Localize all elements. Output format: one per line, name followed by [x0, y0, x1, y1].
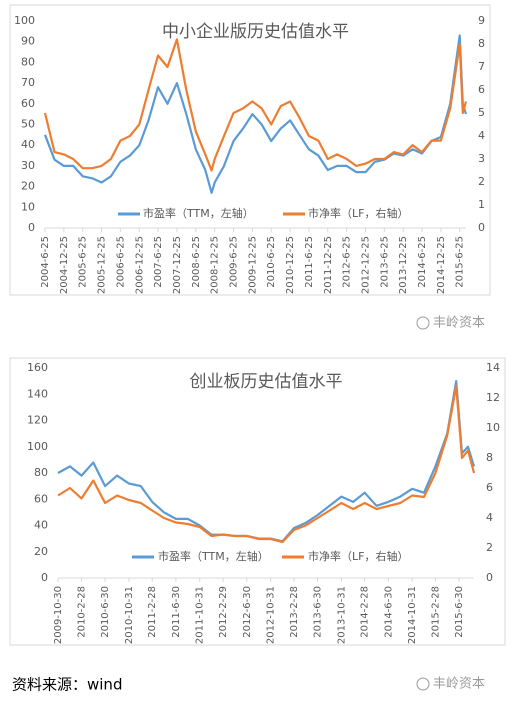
y2-tick-label: 8 [486, 451, 493, 464]
y-tick-label: 140 [27, 387, 48, 400]
x-tick-label: 2011-6-25 [304, 236, 315, 288]
x-tick-label: 2013-6-30 [313, 586, 324, 638]
watermark: 丰岭资本 [433, 316, 485, 331]
y2-tick-label: 6 [486, 481, 493, 494]
x-tick-label: 2010-2-28 [76, 586, 87, 638]
x-tick-label: 2007-12-25 [172, 236, 183, 294]
y-tick-label: 100 [14, 14, 35, 27]
y2-tick-label: 10 [486, 421, 500, 434]
y2-tick-label: 4 [486, 511, 493, 524]
x-tick-label: 2015-6-30 [454, 586, 465, 638]
y-tick-label: 160 [27, 361, 48, 374]
y-tick-label: 120 [27, 414, 48, 427]
chart-title: 中小企业版历史估值水平 [162, 22, 349, 42]
x-tick-label: 2014-6-30 [383, 586, 394, 638]
y-tick-label: 0 [41, 571, 48, 584]
source-note: 资料来源：wind [12, 676, 122, 694]
x-tick-label: 2013-2-28 [289, 586, 300, 638]
y-tick-label: 10 [21, 200, 35, 213]
x-tick-label: 2005-6-25 [78, 236, 89, 288]
x-tick-label: 2009-10-30 [53, 586, 64, 644]
y-tick-label: 40 [21, 138, 35, 151]
series-line [43, 34, 468, 194]
x-tick-label: 2004-6-25 [40, 236, 51, 288]
x-tick-label: 2014-6-25 [417, 236, 428, 288]
x-tick-label: 2011-10-31 [195, 586, 206, 644]
x-tick-label: 2012-12-25 [361, 236, 372, 294]
y-tick-label: 90 [21, 35, 35, 48]
y2-tick-label: 6 [478, 83, 485, 96]
x-tick-label: 2008-6-25 [191, 236, 202, 288]
x-tick-label: 2004-12-25 [59, 236, 70, 294]
y-tick-label: 30 [21, 159, 35, 172]
y-tick-label: 60 [34, 492, 48, 505]
y2-tick-label: 5 [478, 106, 485, 119]
y2-tick-label: 12 [486, 391, 500, 404]
y-tick-label: 50 [21, 118, 35, 131]
y2-tick-label: 0 [486, 571, 493, 584]
x-tick-label: 2009-6-25 [229, 236, 240, 288]
y2-tick-label: 2 [478, 175, 485, 188]
x-tick-label: 2009-12-25 [247, 236, 258, 294]
x-tick-label: 2005-12-25 [97, 236, 108, 294]
x-tick-label: 2013-12-25 [398, 236, 409, 294]
y-tick-label: 70 [21, 76, 35, 89]
y2-tick-label: 8 [478, 37, 485, 50]
y2-tick-label: 7 [478, 60, 485, 73]
series-line [57, 380, 476, 543]
x-tick-label: 2015-6-25 [455, 236, 466, 288]
y-tick-label: 20 [34, 545, 48, 558]
y2-tick-label: 2 [486, 541, 493, 554]
watermark-icon [416, 316, 430, 330]
legend-label: 市盈率（TTM，左轴） [143, 206, 254, 220]
chart-frame [9, 357, 506, 646]
chart-frame [9, 4, 491, 296]
x-tick-label: 2008-12-25 [210, 236, 221, 294]
chart-title: 创业板历史估值水平 [190, 372, 343, 392]
y2-tick-label: 1 [478, 198, 485, 211]
watermark: 丰岭资本 [433, 677, 485, 692]
x-tick-label: 2014-12-25 [436, 236, 447, 294]
y2-tick-label: 14 [486, 361, 500, 374]
x-tick-label: 2012-6-30 [242, 586, 253, 638]
series-line [43, 38, 468, 172]
y2-tick-label: 9 [478, 14, 485, 27]
x-tick-label: 2013-10-31 [336, 586, 347, 644]
y-tick-label: 40 [34, 519, 48, 532]
x-tick-label: 2012-6-25 [342, 236, 353, 288]
y2-tick-label: 0 [478, 221, 485, 234]
x-tick-label: 2010-6-25 [266, 236, 277, 288]
x-tick-label: 2010-12-25 [285, 236, 296, 294]
x-tick-label: 2006-6-25 [115, 236, 126, 288]
watermark-icon [416, 677, 430, 691]
y2-tick-label: 3 [478, 152, 485, 165]
legend-label: 市盈率（TTM，左轴） [158, 549, 269, 563]
y2-tick-label: 4 [478, 129, 485, 142]
y-tick-label: 80 [21, 55, 35, 68]
y-tick-label: 0 [28, 221, 35, 234]
x-tick-label: 2014-2-28 [360, 586, 371, 638]
x-tick-label: 2013-6-25 [379, 236, 390, 288]
series-line [57, 384, 476, 544]
x-tick-label: 2010-6-30 [100, 586, 111, 638]
x-tick-label: 2011-2-28 [147, 586, 158, 638]
x-tick-label: 2010-10-31 [124, 586, 135, 644]
y-tick-label: 80 [34, 466, 48, 479]
x-tick-label: 2012-2-29 [218, 586, 229, 638]
x-tick-label: 2006-12-25 [134, 236, 145, 294]
x-tick-label: 2011-12-25 [323, 236, 334, 294]
x-tick-label: 2007-6-25 [153, 236, 164, 288]
y-tick-label: 60 [21, 97, 35, 110]
x-tick-label: 2012-10-31 [266, 586, 277, 644]
y-tick-label: 100 [27, 440, 48, 453]
x-tick-label: 2014-10-31 [407, 586, 418, 644]
y-tick-label: 20 [21, 180, 35, 193]
x-tick-label: 2015-2-28 [430, 586, 441, 638]
x-tick-label: 2011-6-30 [171, 586, 182, 638]
legend-label: 市净率（LF，右轴） [308, 206, 408, 220]
legend-label: 市净率（LF，右轴） [308, 549, 408, 563]
